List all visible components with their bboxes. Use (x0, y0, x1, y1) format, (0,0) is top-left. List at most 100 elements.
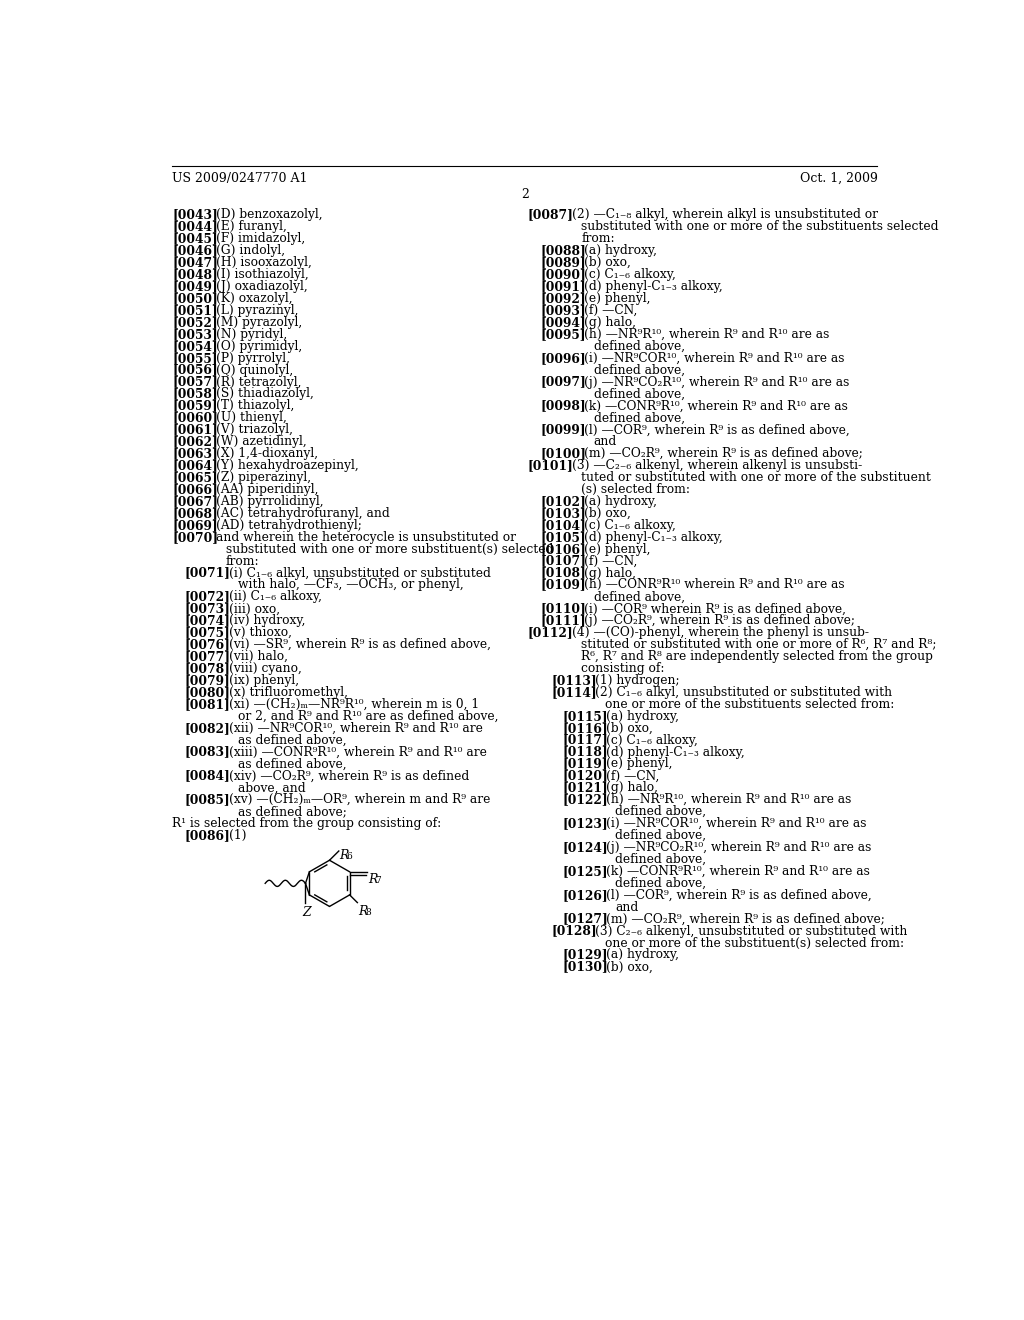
Text: [0047]: [0047] (172, 256, 218, 269)
Text: [0130]: [0130] (562, 961, 608, 973)
Text: (d) phenyl-C₁₋₃ alkoxy,: (d) phenyl-C₁₋₃ alkoxy, (585, 280, 723, 293)
Text: with halo, —CF₃, —OCH₃, or phenyl,: with halo, —CF₃, —OCH₃, or phenyl, (238, 578, 464, 591)
Text: defined above,: defined above, (594, 339, 685, 352)
Text: [0072]: [0072] (184, 590, 230, 603)
Text: [0129]: [0129] (562, 949, 607, 961)
Text: [0105]: [0105] (541, 531, 586, 544)
Text: [0126]: [0126] (562, 888, 607, 902)
Text: (W) azetidinyl,: (W) azetidinyl, (216, 436, 307, 449)
Text: [0070]: [0070] (172, 531, 218, 544)
Text: (a) hydroxy,: (a) hydroxy, (585, 495, 657, 508)
Text: (c) C₁₋₆ alkoxy,: (c) C₁₋₆ alkoxy, (606, 734, 698, 747)
Text: [0054]: [0054] (172, 339, 218, 352)
Text: (vi) —SR⁹, wherein R⁹ is as defined above,: (vi) —SR⁹, wherein R⁹ is as defined abov… (228, 638, 490, 651)
Text: one or more of the substituents selected from:: one or more of the substituents selected… (604, 698, 894, 710)
Text: 6: 6 (346, 851, 352, 861)
Text: [0055]: [0055] (172, 351, 218, 364)
Text: R⁶, R⁷ and R⁸ are independently selected from the group: R⁶, R⁷ and R⁸ are independently selected… (582, 649, 933, 663)
Text: [0087]: [0087] (528, 209, 573, 222)
Text: (d) phenyl-C₁₋₃ alkoxy,: (d) phenyl-C₁₋₃ alkoxy, (606, 746, 744, 759)
Text: tuted or substituted with one or more of the substituent: tuted or substituted with one or more of… (582, 471, 931, 484)
Text: (V) triazolyl,: (V) triazolyl, (216, 424, 293, 437)
Text: (j) —NR⁹CO₂R¹⁰, wherein R⁹ and R¹⁰ are as: (j) —NR⁹CO₂R¹⁰, wherein R⁹ and R¹⁰ are a… (585, 376, 850, 388)
Text: [0088]: [0088] (541, 244, 586, 257)
Text: (b) oxo,: (b) oxo, (585, 507, 632, 520)
Text: [0043]: [0043] (172, 209, 218, 222)
Text: [0118]: [0118] (562, 746, 607, 759)
Text: (h) —NR⁹R¹⁰, wherein R⁹ and R¹⁰ are as: (h) —NR⁹R¹⁰, wherein R⁹ and R¹⁰ are as (585, 327, 829, 341)
Text: and wherein the heterocycle is unsubstituted or: and wherein the heterocycle is unsubstit… (216, 531, 516, 544)
Text: (c) C₁₋₆ alkoxy,: (c) C₁₋₆ alkoxy, (585, 268, 676, 281)
Text: from:: from: (225, 554, 259, 568)
Text: defined above,: defined above, (615, 829, 707, 842)
Text: R¹ is selected from the group consisting of:: R¹ is selected from the group consisting… (172, 817, 441, 830)
Text: [0117]: [0117] (562, 734, 608, 747)
Text: (i) —COR⁹ wherein R⁹ is as defined above,: (i) —COR⁹ wherein R⁹ is as defined above… (585, 602, 847, 615)
Text: [0068]: [0068] (172, 507, 218, 520)
Text: (xiv) —CO₂R⁹, wherein R⁹ is as defined: (xiv) —CO₂R⁹, wherein R⁹ is as defined (228, 770, 469, 783)
Text: 2: 2 (521, 187, 528, 201)
Text: (l) —COR⁹, wherein R⁹ is as defined above,: (l) —COR⁹, wherein R⁹ is as defined abov… (606, 888, 871, 902)
Text: (xi) —(CH₂)ₘ—NR⁹R¹⁰, wherein m is 0, 1: (xi) —(CH₂)ₘ—NR⁹R¹⁰, wherein m is 0, 1 (228, 698, 479, 710)
Text: (f) —CN,: (f) —CN, (585, 554, 638, 568)
Text: (j) —NR⁹CO₂R¹⁰, wherein R⁹ and R¹⁰ are as: (j) —NR⁹CO₂R¹⁰, wherein R⁹ and R¹⁰ are a… (606, 841, 871, 854)
Text: or 2, and R⁹ and R¹⁰ are as defined above,: or 2, and R⁹ and R¹⁰ are as defined abov… (238, 710, 499, 723)
Text: (g) halo,: (g) halo, (606, 781, 658, 795)
Text: [0115]: [0115] (562, 710, 607, 723)
Text: (k) —CONR⁹R¹⁰, wherein R⁹ and R¹⁰ are as: (k) —CONR⁹R¹⁰, wherein R⁹ and R¹⁰ are as (606, 865, 870, 878)
Text: [0096]: [0096] (541, 351, 586, 364)
Text: (S) thiadiazolyl,: (S) thiadiazolyl, (216, 388, 314, 400)
Text: (i) —NR⁹COR¹⁰, wherein R⁹ and R¹⁰ are as: (i) —NR⁹COR¹⁰, wherein R⁹ and R¹⁰ are as (585, 351, 845, 364)
Text: (e) phenyl,: (e) phenyl, (606, 758, 673, 771)
Text: R: R (358, 906, 368, 917)
Text: R: R (369, 873, 378, 886)
Text: defined above,: defined above, (594, 412, 685, 424)
Text: (D) benzoxazolyl,: (D) benzoxazolyl, (216, 209, 323, 222)
Text: R: R (340, 849, 349, 862)
Text: (b) oxo,: (b) oxo, (585, 256, 632, 269)
Text: defined above,: defined above, (615, 876, 707, 890)
Text: [0046]: [0046] (172, 244, 218, 257)
Text: (AD) tetrahydrothienyl;: (AD) tetrahydrothienyl; (216, 519, 362, 532)
Text: (d) phenyl-C₁₋₃ alkoxy,: (d) phenyl-C₁₋₃ alkoxy, (585, 531, 723, 544)
Text: [0066]: [0066] (172, 483, 218, 496)
Text: [0050]: [0050] (172, 292, 218, 305)
Text: [0083]: [0083] (184, 746, 230, 759)
Text: [0084]: [0084] (184, 770, 230, 783)
Text: [0080]: [0080] (184, 686, 230, 698)
Text: [0121]: [0121] (562, 781, 607, 795)
Text: [0071]: [0071] (184, 566, 230, 579)
Text: (Y) hexahydroazepinyl,: (Y) hexahydroazepinyl, (216, 459, 359, 473)
Text: (I) isothiazolyl,: (I) isothiazolyl, (216, 268, 309, 281)
Text: [0079]: [0079] (184, 675, 230, 686)
Text: [0062]: [0062] (172, 436, 218, 449)
Text: [0101]: [0101] (528, 459, 573, 473)
Text: [0049]: [0049] (172, 280, 218, 293)
Text: [0074]: [0074] (184, 614, 230, 627)
Text: [0114]: [0114] (551, 686, 597, 698)
Text: (O) pyrimidyl,: (O) pyrimidyl, (216, 339, 303, 352)
Text: (i) C₁₋₆ alkyl, unsubstituted or substituted: (i) C₁₋₆ alkyl, unsubstituted or substit… (228, 566, 490, 579)
Text: [0064]: [0064] (172, 459, 218, 473)
Text: [0103]: [0103] (541, 507, 586, 520)
Text: (s) selected from:: (s) selected from: (582, 483, 690, 496)
Text: (E) furanyl,: (E) furanyl, (216, 220, 287, 234)
Text: (K) oxazolyl,: (K) oxazolyl, (216, 292, 293, 305)
Text: [0058]: [0058] (172, 388, 218, 400)
Text: (x) trifluoromethyl,: (x) trifluoromethyl, (228, 686, 348, 698)
Text: Z: Z (302, 907, 311, 920)
Text: (vii) halo,: (vii) halo, (228, 649, 288, 663)
Text: (xii) —NR⁹COR¹⁰, wherein R⁹ and R¹⁰ are: (xii) —NR⁹COR¹⁰, wherein R⁹ and R¹⁰ are (228, 722, 482, 735)
Text: (P) pyrrolyl,: (P) pyrrolyl, (216, 351, 291, 364)
Text: [0053]: [0053] (172, 327, 218, 341)
Text: [0090]: [0090] (541, 268, 586, 281)
Text: [0091]: [0091] (541, 280, 586, 293)
Text: [0119]: [0119] (562, 758, 607, 771)
Text: [0116]: [0116] (562, 722, 607, 735)
Text: (AC) tetrahydrofuranyl, and: (AC) tetrahydrofuranyl, and (216, 507, 390, 520)
Text: from:: from: (582, 232, 615, 246)
Text: [0109]: [0109] (541, 578, 586, 591)
Text: defined above,: defined above, (615, 805, 707, 818)
Text: [0073]: [0073] (184, 602, 230, 615)
Text: [0128]: [0128] (551, 924, 597, 937)
